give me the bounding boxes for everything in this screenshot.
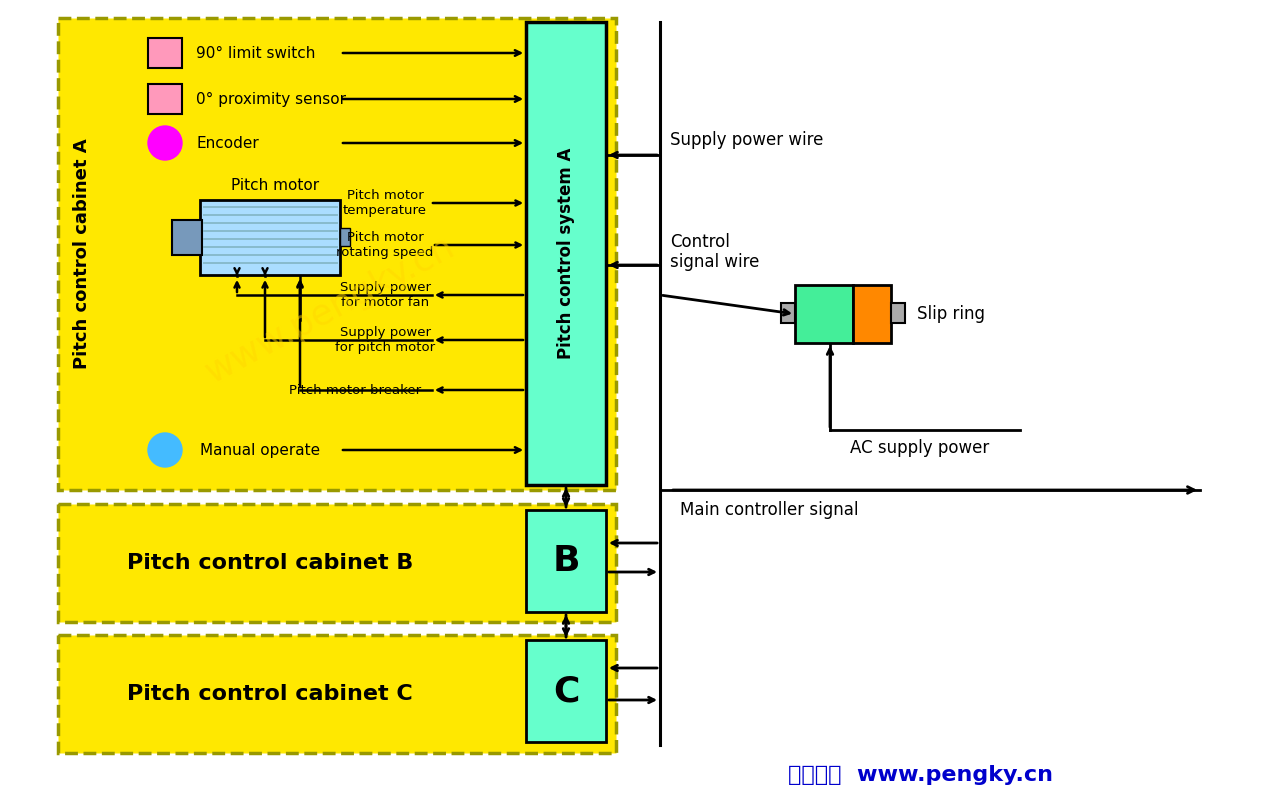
Text: Encoder: Encoder bbox=[196, 135, 259, 150]
Bar bbox=[172, 220, 202, 255]
Bar bbox=[340, 228, 349, 246]
Text: Pitch motor
temperature: Pitch motor temperature bbox=[343, 189, 428, 217]
Bar bbox=[148, 38, 182, 68]
Text: Supply power
for motor fan: Supply power for motor fan bbox=[339, 281, 430, 309]
Text: Pitch motor breaker: Pitch motor breaker bbox=[289, 383, 421, 397]
Text: Pitch control cabinet B: Pitch control cabinet B bbox=[127, 553, 413, 573]
Text: 0° proximity sensor: 0° proximity sensor bbox=[196, 91, 346, 106]
Text: Main controller signal: Main controller signal bbox=[680, 501, 859, 519]
Text: Pitch control cabinet A: Pitch control cabinet A bbox=[73, 138, 91, 370]
Bar bbox=[795, 285, 852, 343]
Bar bbox=[526, 22, 605, 485]
Circle shape bbox=[148, 126, 182, 160]
Text: Pitch motor
rotating speed: Pitch motor rotating speed bbox=[337, 231, 434, 259]
Text: Manual operate: Manual operate bbox=[200, 442, 320, 458]
Bar bbox=[148, 84, 182, 114]
Text: B: B bbox=[552, 544, 580, 578]
Bar bbox=[781, 303, 795, 323]
Bar bbox=[526, 640, 605, 742]
Text: www.pengky.cn: www.pengky.cn bbox=[200, 230, 461, 390]
Text: Pitch motor: Pitch motor bbox=[230, 178, 319, 193]
Bar bbox=[852, 285, 891, 343]
Bar bbox=[200, 200, 340, 275]
Bar bbox=[526, 510, 605, 612]
Circle shape bbox=[148, 433, 182, 467]
Text: Control
signal wire: Control signal wire bbox=[669, 233, 759, 271]
Text: Supply power
for pitch motor: Supply power for pitch motor bbox=[335, 326, 435, 354]
Text: 90° limit switch: 90° limit switch bbox=[196, 46, 315, 61]
Text: C: C bbox=[553, 674, 579, 708]
Bar bbox=[58, 635, 616, 753]
Text: Pitch control cabinet C: Pitch control cabinet C bbox=[127, 684, 413, 704]
Text: Pitch control system A: Pitch control system A bbox=[557, 147, 575, 358]
Text: Slip ring: Slip ring bbox=[916, 305, 986, 323]
Text: AC supply power: AC supply power bbox=[850, 439, 989, 457]
Bar bbox=[891, 303, 905, 323]
Bar bbox=[58, 504, 616, 622]
Text: 鹏茗科艺  www.pengky.cn: 鹏茗科艺 www.pengky.cn bbox=[787, 765, 1052, 785]
Bar bbox=[58, 18, 616, 490]
Text: Supply power wire: Supply power wire bbox=[669, 131, 823, 149]
